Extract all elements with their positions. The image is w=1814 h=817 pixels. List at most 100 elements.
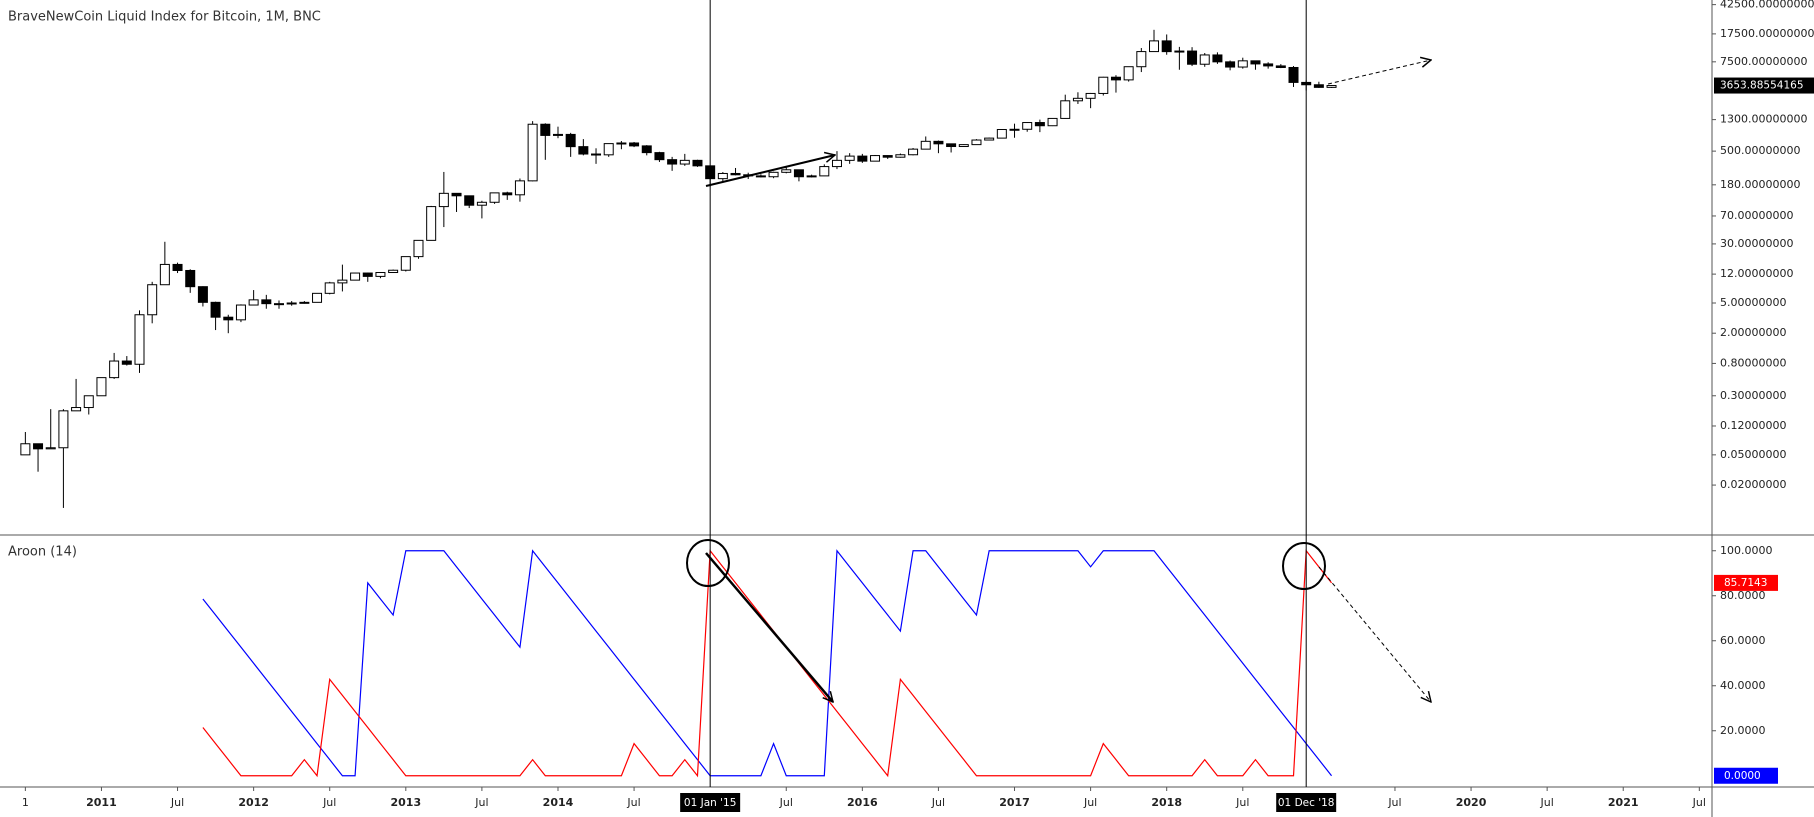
chart-title: BraveNewCoin Liquid Index for Bitcoin, 1… bbox=[8, 10, 321, 25]
candle-body bbox=[806, 175, 817, 178]
candle-body bbox=[20, 443, 31, 456]
candle-body bbox=[1136, 51, 1147, 68]
highlight-circle bbox=[686, 539, 730, 587]
candle-body bbox=[109, 360, 120, 379]
candle-body bbox=[870, 155, 881, 162]
candle-body bbox=[679, 159, 690, 165]
y-tick-label: 0.30000000 bbox=[1720, 389, 1786, 402]
candle-body bbox=[908, 148, 919, 156]
y-tick-label: 42500.00000000 bbox=[1720, 0, 1814, 11]
y-tick-label: 0.80000000 bbox=[1720, 356, 1786, 369]
candle-body bbox=[337, 279, 348, 284]
candle-body bbox=[933, 140, 944, 145]
candle-body bbox=[755, 175, 766, 178]
last-value-box bbox=[1714, 574, 1778, 591]
candle-body bbox=[793, 169, 804, 178]
candle-body bbox=[185, 269, 196, 288]
candle-body bbox=[565, 133, 576, 148]
candle-body bbox=[413, 239, 424, 258]
y-tick-label: 20.0000 bbox=[1720, 724, 1766, 737]
y-tick-label: 180.00000000 bbox=[1720, 178, 1800, 191]
candle-body bbox=[844, 155, 855, 161]
x-tick-label: 2020 bbox=[1456, 796, 1487, 809]
candle-body bbox=[1225, 61, 1236, 68]
candle-body bbox=[45, 447, 56, 450]
candle-body bbox=[882, 155, 893, 158]
crosshair-label: 01 Dec '18 bbox=[1278, 797, 1335, 809]
candle-body bbox=[1047, 117, 1058, 127]
candle-body bbox=[273, 303, 284, 306]
x-tick-label: Jul bbox=[1692, 796, 1706, 809]
candle-body bbox=[388, 269, 399, 274]
y-tick-label: 0.05000000 bbox=[1720, 448, 1786, 461]
y-tick-label: 500.00000000 bbox=[1720, 144, 1800, 157]
candle-body bbox=[514, 180, 525, 196]
y-tick-label: 80.0000 bbox=[1720, 589, 1766, 602]
candle-body bbox=[1022, 122, 1033, 130]
candle-body bbox=[1085, 92, 1096, 99]
candle-body bbox=[1034, 122, 1045, 127]
y-tick-label: 2.00000000 bbox=[1720, 326, 1786, 339]
candle-body bbox=[895, 154, 906, 158]
y-tick-label: 12.00000000 bbox=[1720, 267, 1793, 280]
trend-arrow-dashed bbox=[1327, 60, 1431, 85]
aroon-arrow bbox=[705, 552, 833, 702]
last-price-label: 3653.88554165 bbox=[1720, 80, 1804, 92]
x-tick-label: 1 bbox=[22, 796, 29, 809]
candle-body bbox=[1313, 84, 1324, 88]
candle-body bbox=[996, 129, 1007, 139]
x-tick-label: Jul bbox=[779, 796, 793, 809]
candle-body bbox=[1161, 40, 1172, 53]
candle-body bbox=[1110, 76, 1121, 81]
candle-body bbox=[1275, 65, 1286, 68]
candle-body bbox=[1187, 50, 1198, 65]
x-tick-label: Jul bbox=[931, 796, 945, 809]
crosshair-label-box bbox=[680, 793, 741, 812]
candle-body bbox=[426, 206, 437, 241]
candle-body bbox=[984, 137, 995, 141]
candle-body bbox=[819, 166, 830, 177]
candle-body bbox=[1288, 66, 1299, 83]
y-tick-label: 1300.00000000 bbox=[1720, 113, 1807, 126]
aroon-arrow-dashed bbox=[1318, 566, 1431, 702]
y-tick-label: 100.0000 bbox=[1720, 544, 1773, 557]
candle-body bbox=[312, 292, 323, 303]
candle-body bbox=[248, 299, 259, 306]
candle-body bbox=[83, 395, 94, 409]
x-tick-label: Jul bbox=[474, 796, 488, 809]
candle-body bbox=[920, 140, 931, 150]
y-tick-label: 5.00000000 bbox=[1720, 296, 1786, 309]
candle-body bbox=[1149, 40, 1160, 53]
candle-body bbox=[451, 192, 462, 197]
candle-body bbox=[527, 123, 538, 182]
candle-body bbox=[299, 301, 310, 304]
candle-body bbox=[1072, 97, 1083, 102]
x-tick-label: Jul bbox=[1540, 796, 1554, 809]
candle-body bbox=[591, 153, 602, 156]
candle-body bbox=[1098, 76, 1109, 94]
y-tick-label: 17500.00000000 bbox=[1720, 27, 1814, 40]
candle-body bbox=[1326, 85, 1337, 88]
x-tick-label: 2016 bbox=[847, 796, 878, 809]
x-tick-label: 2012 bbox=[238, 796, 269, 809]
indicator-title: Aroon (14) bbox=[8, 545, 77, 560]
last-value-label: 85.7143 bbox=[1724, 577, 1767, 589]
candle-body bbox=[33, 443, 44, 450]
last-value-box bbox=[1714, 767, 1778, 784]
candle-body bbox=[121, 360, 132, 365]
candle-body bbox=[197, 286, 208, 303]
candle-body bbox=[616, 142, 627, 145]
x-tick-label: Jul bbox=[1083, 796, 1097, 809]
candle-body bbox=[946, 143, 957, 148]
crosshair-label-box bbox=[1276, 793, 1337, 812]
highlight-circle bbox=[1282, 542, 1326, 590]
candle-body bbox=[552, 133, 563, 136]
x-tick-label: Jul bbox=[1235, 796, 1249, 809]
candle-body bbox=[1199, 54, 1210, 65]
candle-body bbox=[223, 316, 234, 321]
trend-arrow bbox=[705, 155, 835, 187]
y-tick-label: 40.0000 bbox=[1720, 679, 1766, 692]
aroon-line bbox=[202, 549, 1333, 777]
